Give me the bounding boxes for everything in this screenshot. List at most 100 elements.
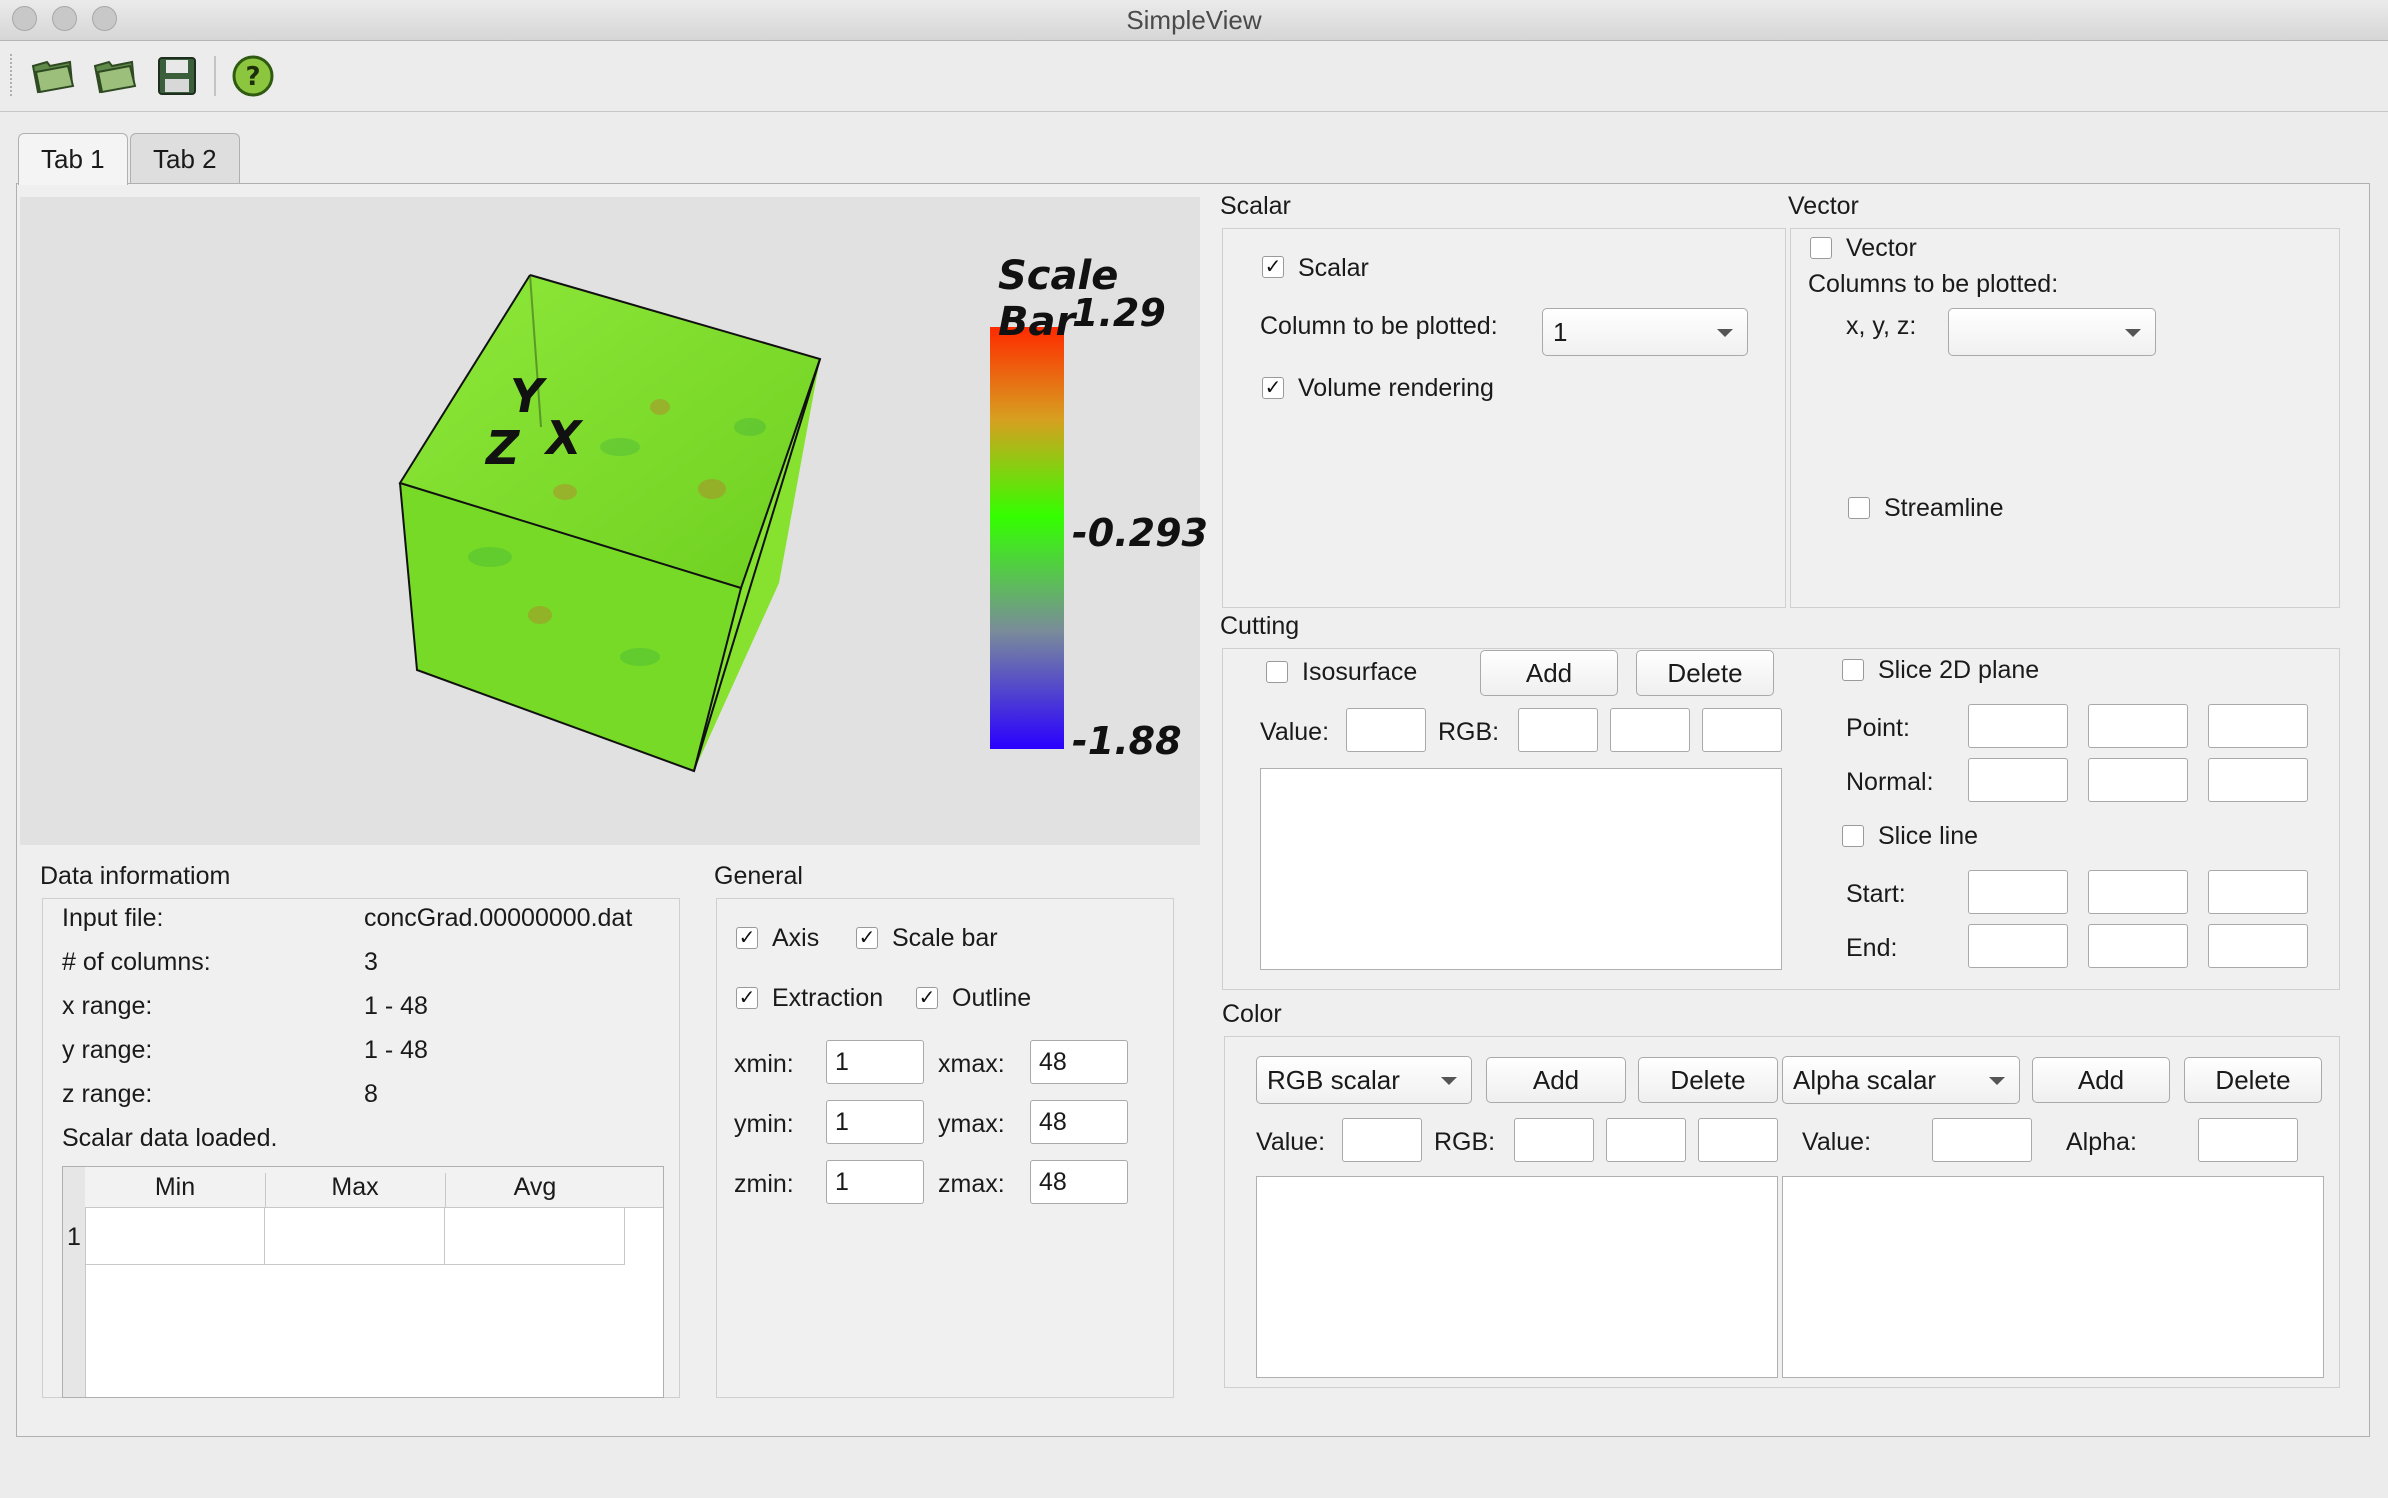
slice-line-checkbox[interactable] [1842, 825, 1864, 847]
status-text: Scalar data loaded. [62, 1124, 278, 1152]
axis-checkbox-label: Axis [772, 924, 820, 952]
xyz-label: x, y, z: [1846, 312, 1917, 340]
isosurface-checkbox[interactable] [1266, 661, 1288, 683]
rgb-delete-button[interactable]: Delete [1638, 1057, 1778, 1103]
zmax-label: zmax: [938, 1170, 1005, 1198]
col-header-min[interactable]: Min [85, 1173, 266, 1207]
col-header-max[interactable]: Max [265, 1173, 446, 1207]
alpha-value-field[interactable] [1932, 1118, 2032, 1162]
xmax-field[interactable]: 48 [1030, 1040, 1128, 1084]
scale-max-label: 1.29 [1072, 291, 1166, 335]
color-value-field[interactable] [1342, 1118, 1422, 1162]
x-range-value: 1 - 48 [364, 992, 428, 1020]
start-x-field[interactable] [1968, 870, 2068, 914]
xmax-label: xmax: [938, 1050, 1005, 1078]
minimize-window-button[interactable] [52, 6, 77, 31]
axis-label-z: Z [486, 421, 520, 475]
extraction-checkbox-label: Extraction [772, 984, 884, 1012]
slice-2d-checkbox[interactable] [1842, 659, 1864, 681]
color-g-field[interactable] [1606, 1118, 1686, 1162]
open-folder-icon [31, 60, 75, 94]
scalar-title: Scalar [1220, 192, 1291, 220]
general-title: General [714, 862, 803, 890]
zmin-label: zmin: [734, 1170, 794, 1198]
color-b-field[interactable] [1698, 1118, 1778, 1162]
vector-title: Vector [1788, 192, 1859, 220]
start-z-field[interactable] [2208, 870, 2308, 914]
tab-2[interactable]: Tab 2 [130, 133, 240, 183]
point-z-field[interactable] [2208, 704, 2308, 748]
zoom-window-button[interactable] [92, 6, 117, 31]
isosurface-add-button[interactable]: Add [1480, 650, 1618, 696]
normal-x-field[interactable] [1968, 758, 2068, 802]
color-r-field[interactable] [1514, 1118, 1594, 1162]
ymax-field[interactable]: 48 [1030, 1100, 1128, 1144]
alpha-field[interactable] [2198, 1118, 2298, 1162]
extraction-checkbox[interactable]: ✓ [736, 987, 758, 1009]
alpha-scalar-list[interactable] [1782, 1176, 2324, 1378]
ymin-label: ymin: [734, 1110, 794, 1138]
close-window-button[interactable] [12, 6, 37, 31]
table-row[interactable] [85, 1207, 625, 1265]
point-y-field[interactable] [2088, 704, 2188, 748]
title-bar [0, 0, 2388, 41]
normal-label: Normal: [1846, 768, 1934, 796]
columns-to-plot-label: Columns to be plotted: [1808, 270, 2059, 298]
color-value-label: Value: [1256, 1128, 1326, 1156]
tab-1[interactable]: Tab 1 [18, 133, 128, 185]
normal-y-field[interactable] [2088, 758, 2188, 802]
iso-g-field[interactable] [1610, 708, 1690, 752]
scale-bar-checkbox[interactable]: ✓ [856, 927, 878, 949]
toolbar-grip[interactable] [10, 54, 16, 96]
iso-r-field[interactable] [1518, 708, 1598, 752]
chevron-down-icon [1441, 1077, 1457, 1085]
end-z-field[interactable] [2208, 924, 2308, 968]
zmax-field[interactable]: 48 [1030, 1160, 1128, 1204]
streamline-checkbox[interactable] [1848, 497, 1870, 519]
save-disk-icon [158, 57, 196, 95]
xyz-select[interactable] [1948, 308, 2156, 356]
rgb-scalar-list[interactable] [1256, 1176, 1778, 1378]
volume-rendering-checkbox[interactable]: ✓ [1262, 377, 1284, 399]
rgb-add-button[interactable]: Add [1486, 1057, 1626, 1103]
svg-text:?: ? [245, 62, 260, 92]
outline-checkbox[interactable]: ✓ [916, 987, 938, 1009]
isosurface-label: Isosurface [1302, 658, 1418, 686]
iso-b-field[interactable] [1702, 708, 1782, 752]
input-file-value: concGrad.00000000.dat [364, 904, 633, 932]
help-button[interactable]: ? [228, 51, 278, 101]
alpha-delete-button[interactable]: Delete [2184, 1057, 2322, 1103]
scalar-checkbox[interactable]: ✓ [1262, 256, 1284, 278]
ymin-field[interactable]: 1 [826, 1100, 924, 1144]
column-select[interactable]: 1 [1542, 308, 1748, 356]
save-button[interactable] [152, 51, 202, 101]
stats-table[interactable]: Min Max Avg 1 [62, 1166, 664, 1398]
end-y-field[interactable] [2088, 924, 2188, 968]
normal-z-field[interactable] [2208, 758, 2308, 802]
end-x-field[interactable] [1968, 924, 2068, 968]
start-y-field[interactable] [2088, 870, 2188, 914]
axis-checkbox[interactable]: ✓ [736, 927, 758, 949]
alpha-scalar-select[interactable]: Alpha scalar [1782, 1056, 2020, 1104]
xmin-field[interactable]: 1 [826, 1040, 924, 1084]
toolbar [0, 41, 2388, 112]
zmin-field[interactable]: 1 [826, 1160, 924, 1204]
rgb-scalar-select-value: RGB scalar [1267, 1065, 1400, 1095]
y-range-value: 1 - 48 [364, 1036, 428, 1064]
alpha-add-button[interactable]: Add [2032, 1057, 2170, 1103]
row-label-1: 1 [67, 1223, 81, 1251]
cell-divider [444, 1208, 445, 1264]
isosurface-delete-button[interactable]: Delete [1636, 650, 1774, 696]
open-folder-alt-button[interactable] [90, 51, 140, 101]
row-header-column [63, 1167, 86, 1397]
point-label: Point: [1846, 714, 1910, 742]
axis-label-y: Y [510, 369, 544, 423]
point-x-field[interactable] [1968, 704, 2068, 748]
iso-value-field[interactable] [1346, 708, 1426, 752]
vector-checkbox[interactable] [1810, 237, 1832, 259]
isosurface-list[interactable] [1260, 768, 1782, 970]
open-folder-button[interactable] [28, 51, 78, 101]
rgb-scalar-select[interactable]: RGB scalar [1256, 1056, 1472, 1104]
col-header-avg[interactable]: Avg [513, 1173, 557, 1201]
render-viewport[interactable]: Y Z X Scale Bar 1.29 -0.293 -1.88 [20, 197, 1208, 845]
